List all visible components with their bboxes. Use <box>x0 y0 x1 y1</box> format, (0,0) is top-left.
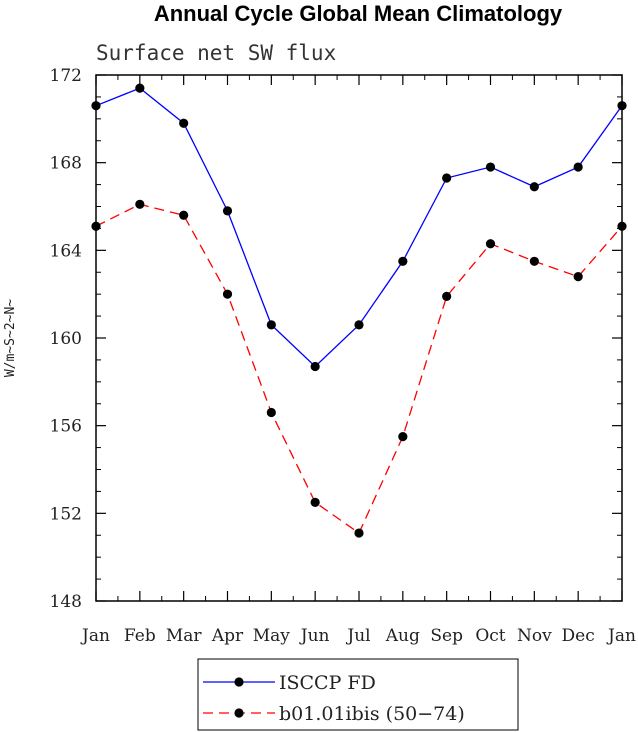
x-tick-label: Apr <box>211 626 244 646</box>
y-tick-label: 164 <box>50 241 82 261</box>
x-tick-label: May <box>253 626 291 646</box>
axis-ticks: Jan Feb Mar Apr May Jun Jul Aug Sep Oct Nov Dec Jan 1… <box>50 66 636 646</box>
x-tick-label: Dec <box>562 626 595 646</box>
x-tick-label: Feb <box>124 626 156 646</box>
series-2-point <box>529 256 539 266</box>
x-tick-label: Aug <box>385 626 420 646</box>
legend-label-1: ISCCP FD <box>279 672 376 694</box>
x-tick-label: Sep <box>430 626 463 646</box>
series-1-point <box>266 320 276 330</box>
series-group <box>91 83 627 538</box>
series-2-point <box>442 291 452 301</box>
series-2-point <box>266 407 276 418</box>
series-2-point <box>135 199 145 209</box>
x-tick-label: Nov <box>517 626 552 646</box>
y-tick-label: 156 <box>50 417 82 437</box>
series-2-point <box>310 497 320 507</box>
plot-frame <box>95 74 623 602</box>
y-tick-label: 148 <box>50 592 82 612</box>
legend-label-2: b01.01ibis (50−74) <box>279 703 465 725</box>
series-2-point <box>398 432 408 442</box>
series-1-point <box>135 83 145 93</box>
x-tick-label: Mar <box>166 626 203 646</box>
y-tick-label: 172 <box>50 66 82 86</box>
y-tick-label: 168 <box>50 154 82 174</box>
series-1-point <box>398 256 408 266</box>
legend: ISCCP FD b01.01ibis (50−74) <box>197 658 519 731</box>
y-tick-label: 152 <box>50 504 82 524</box>
legend-box <box>197 658 519 731</box>
series-1-point <box>529 182 539 192</box>
series-line-2 <box>95 203 623 535</box>
series-1-point <box>573 162 583 172</box>
x-tick-label: Jul <box>345 626 370 646</box>
x-tick-label: Oct <box>475 626 505 646</box>
chart-title: Annual Cycle Global Mean Climatology <box>154 1 563 26</box>
series-2-point <box>485 239 496 249</box>
y-axis-label: W/m~S~2~N~ <box>3 299 18 377</box>
legend-marker-2 <box>234 708 244 718</box>
y-tick-label: 160 <box>50 329 82 349</box>
series-2-point <box>573 272 583 282</box>
series-1-point <box>310 361 320 372</box>
x-tick-label: Jan <box>606 626 636 646</box>
x-tick-label: Jan <box>80 626 110 646</box>
chart-subtitle: Surface net SW flux <box>96 41 336 65</box>
x-tick-label: Jun <box>299 626 330 646</box>
series-1-point <box>354 320 364 330</box>
series-1-point <box>485 162 496 172</box>
series-2-point <box>222 289 233 299</box>
series-2-point <box>354 528 364 538</box>
series-1-point <box>442 173 452 183</box>
legend-marker-1 <box>234 677 244 687</box>
series-2-point <box>179 210 189 220</box>
series-1-point <box>179 118 189 128</box>
series-1-point <box>222 206 233 216</box>
